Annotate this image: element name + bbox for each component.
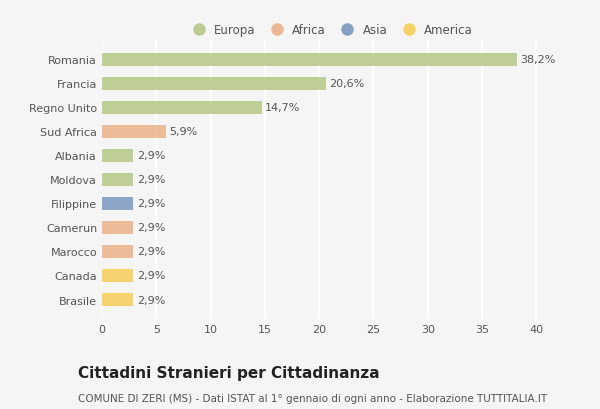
Text: 2,9%: 2,9% — [137, 223, 165, 233]
Text: 2,9%: 2,9% — [137, 199, 165, 209]
Text: 2,9%: 2,9% — [137, 271, 165, 281]
Bar — [102, 101, 262, 115]
Text: 5,9%: 5,9% — [169, 127, 197, 137]
Bar — [102, 149, 133, 163]
Text: COMUNE DI ZERI (MS) - Dati ISTAT al 1° gennaio di ogni anno - Elaborazione TUTTI: COMUNE DI ZERI (MS) - Dati ISTAT al 1° g… — [78, 393, 547, 403]
Bar — [102, 54, 517, 67]
Bar — [102, 173, 133, 187]
Text: 38,2%: 38,2% — [520, 55, 556, 65]
Text: 2,9%: 2,9% — [137, 247, 165, 257]
Bar — [102, 221, 133, 234]
Bar — [102, 293, 133, 306]
Legend: Europa, Africa, Asia, America: Europa, Africa, Asia, America — [182, 19, 478, 41]
Text: 2,9%: 2,9% — [137, 151, 165, 161]
Bar — [102, 269, 133, 282]
Text: 2,9%: 2,9% — [137, 295, 165, 305]
Text: 20,6%: 20,6% — [329, 79, 364, 89]
Bar — [102, 126, 166, 139]
Text: 2,9%: 2,9% — [137, 175, 165, 185]
Bar — [102, 197, 133, 211]
Bar — [102, 245, 133, 258]
Text: Cittadini Stranieri per Cittadinanza: Cittadini Stranieri per Cittadinanza — [78, 365, 380, 380]
Text: 14,7%: 14,7% — [265, 103, 300, 113]
Bar — [102, 78, 326, 91]
